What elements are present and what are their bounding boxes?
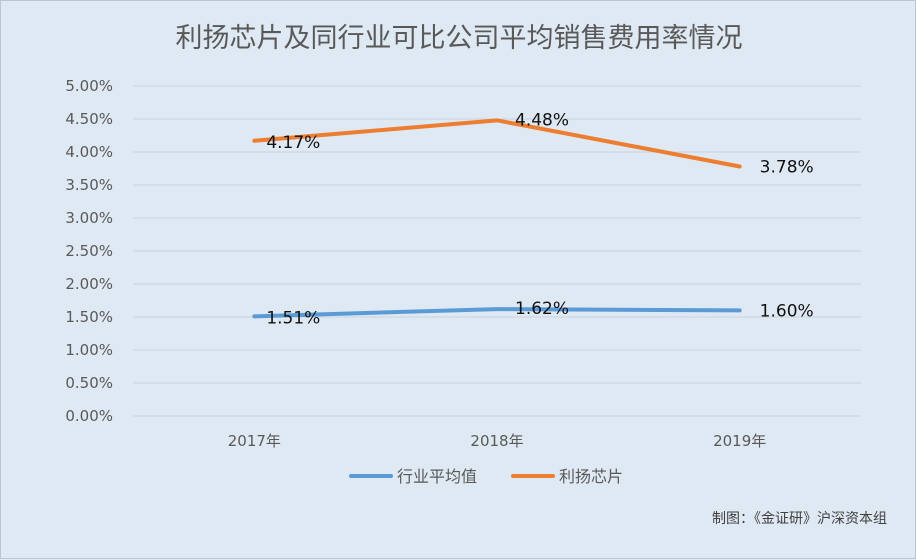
y-tick-label: 1.00% — [65, 341, 113, 359]
legend-label: 行业平均值 — [397, 467, 477, 486]
data-label: 3.78% — [760, 158, 814, 178]
series-line — [252, 307, 742, 319]
chart-credit: 制图：《金证研》沪深资本组 — [712, 511, 887, 527]
legend: 行业平均值 利扬芯片 — [349, 467, 623, 486]
y-tick-label: 2.00% — [65, 275, 113, 293]
series-line — [252, 118, 742, 169]
x-axis-tick-labels: 2017年 2018年 2019年 — [228, 432, 767, 450]
data-label: 4.17% — [266, 133, 320, 153]
data-label: 1.60% — [760, 301, 814, 321]
data-label: 4.48% — [515, 110, 569, 130]
y-tick-label: 4.00% — [65, 143, 113, 161]
series-lines — [252, 118, 742, 319]
y-tick-label: 1.50% — [65, 308, 113, 326]
y-tick-label: 3.50% — [65, 176, 113, 194]
y-tick-label: 2.50% — [65, 242, 113, 260]
y-tick-label: 0.50% — [65, 374, 113, 392]
y-axis-tick-labels: 0.00% 0.50% 1.00% 1.50% 2.00% 2.50% 3.00% 3.50%… — [65, 77, 113, 425]
y-tick-label: 5.00% — [65, 77, 113, 95]
x-tick-label: 2019年 — [713, 432, 766, 450]
y-tick-label: 3.00% — [65, 209, 113, 227]
y-tick-label: 0.00% — [65, 407, 113, 425]
x-tick-label: 2017年 — [228, 432, 281, 450]
data-label: 1.62% — [515, 299, 569, 319]
chart-title: 利扬芯片及同行业可比公司平均销售费用率情况 — [176, 23, 743, 54]
data-label: 1.51% — [266, 308, 320, 328]
gridlines — [133, 85, 861, 417]
legend-label: 利扬芯片 — [559, 467, 623, 486]
data-labels: 1.51% 1.62% 1.60% 4.17% 4.48% 3.78% — [266, 110, 813, 328]
y-tick-label: 4.50% — [65, 110, 113, 128]
x-tick-label: 2018年 — [470, 432, 523, 450]
